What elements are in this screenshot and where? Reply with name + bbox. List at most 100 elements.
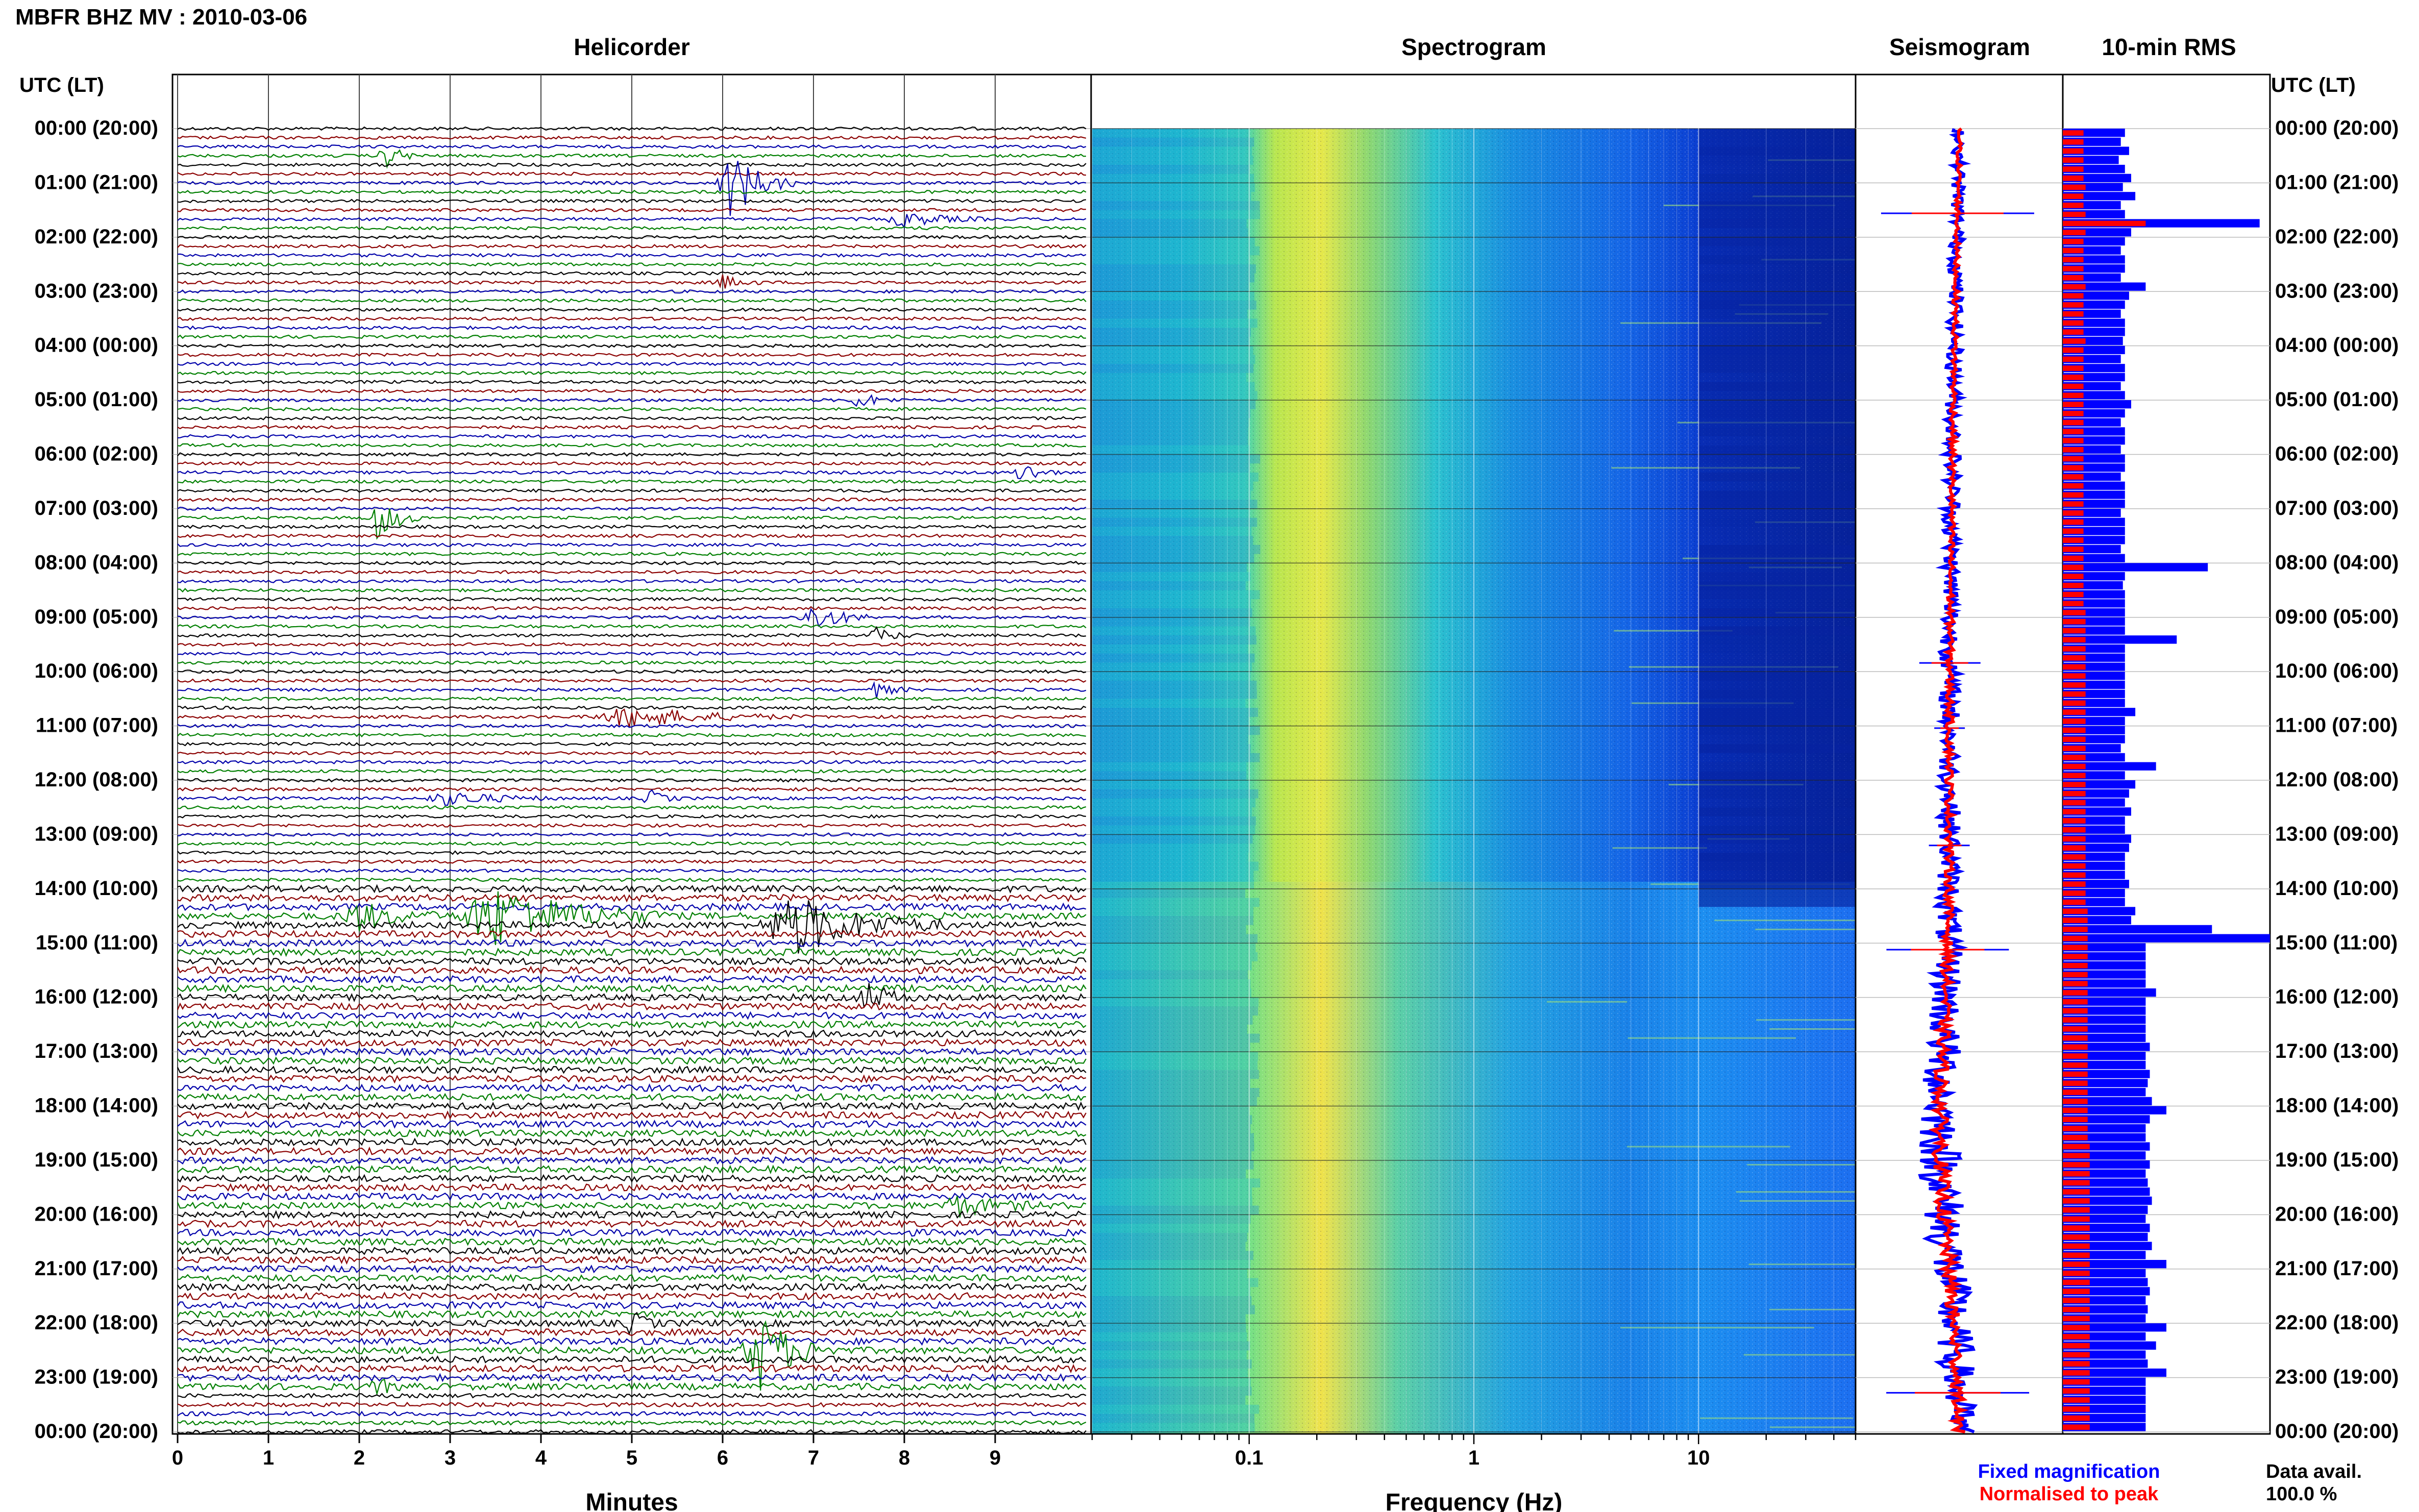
helicorder-trace: [177, 199, 1087, 204]
spectrogram-streak: [1769, 1308, 1917, 1310]
rms-normalised-bar: [2063, 329, 2084, 335]
spectrogram-row: [1092, 1106, 1250, 1116]
rms-normalised-bar: [2063, 474, 2084, 480]
spectrogram-row: [1092, 481, 1253, 491]
spectrogram-row: [1092, 1305, 1255, 1315]
rms-normalised-bar: [2063, 438, 2084, 443]
spectrogram-highfreq: [1698, 880, 1856, 889]
helicorder-trace: [177, 751, 1087, 756]
spectrogram-row: [1092, 1115, 1252, 1124]
helicorder-trace: [177, 1265, 1087, 1274]
rms-normalised-bar: [2063, 782, 2086, 787]
rms-normalised-bar: [2063, 1144, 2090, 1150]
spectrogram-row: [1092, 137, 1254, 147]
helicorder-trace: [177, 681, 1087, 699]
spectrogram-highfreq: [1698, 237, 1856, 246]
spectrogram-highfreq: [1698, 345, 1856, 355]
rms-normalised-bar: [2063, 528, 2084, 534]
rms-normalised-bar: [2063, 618, 2086, 625]
rms-normalised-bar: [2063, 375, 2084, 380]
rms-normalised-bar: [2063, 790, 2086, 797]
helicorder-trace: [177, 1083, 1087, 1093]
rms-normalised-bar: [2063, 1424, 2090, 1430]
spectrogram-row: [1092, 355, 1255, 364]
time-label-right: 05:00 (01:00): [2275, 388, 2399, 411]
rms-normalised-bar: [2063, 962, 2088, 969]
minute-tick-label: 0: [172, 1447, 183, 1469]
time-label-right: 02:00 (22:00): [2275, 226, 2399, 248]
rms-normalised-bar: [2063, 1252, 2090, 1258]
spectrogram-row: [1092, 1251, 1253, 1260]
helicorder-trace: [177, 508, 1087, 540]
time-label-right: 23:00 (19:00): [2275, 1366, 2399, 1389]
spectrogram-row: [1092, 228, 1248, 237]
rms-normalised-bar: [2063, 302, 2084, 308]
spectrogram-highfreq: [1698, 463, 1856, 473]
spectrogram-row: [1092, 1404, 1260, 1414]
spectrogram-highfreq: [1698, 871, 1856, 880]
spectrogram-row: [1092, 825, 1255, 835]
spectrogram-highfreq: [1698, 816, 1856, 826]
spectrogram-highfreq: [1698, 662, 1856, 672]
minute-tick-label: 2: [354, 1447, 365, 1469]
spectrogram-row: [1092, 1232, 1247, 1242]
spectrogram-row: [1092, 1224, 1249, 1233]
spectrogram-highfreq: [1698, 898, 1856, 907]
spectrogram-row: [1092, 400, 1256, 409]
helicorder-trace: [177, 891, 1087, 945]
rms-normalised-bar: [2063, 881, 2086, 887]
spectrogram-row: [1092, 1214, 1251, 1224]
time-label-left: 13:00 (09:00): [35, 823, 158, 845]
helicorder-trace: [177, 929, 1087, 939]
rms-normalised-bar: [2063, 601, 2084, 607]
minute-tick-label: 6: [717, 1447, 728, 1469]
rms-normalised-bar: [2063, 1207, 2090, 1213]
helicorder-trace: [177, 1309, 1087, 1319]
helicorder-trace: [177, 1273, 1087, 1283]
helicorder-trace: [177, 307, 1087, 312]
spectrogram-row: [1092, 318, 1257, 328]
rms-normalised-bar: [2063, 945, 2088, 951]
spectrogram-row: [1092, 979, 1251, 988]
helicorder-title: Helicorder: [574, 34, 690, 60]
helicorder-trace: [177, 732, 1087, 737]
helicorder-trace: [177, 884, 1087, 894]
spectrogram-row: [1092, 816, 1256, 826]
helicorder-trace: [177, 1101, 1087, 1111]
rms-normalised-bar: [2063, 981, 2088, 987]
helicorder-trace: [177, 597, 1087, 602]
spectrogram-highfreq: [1698, 228, 1856, 237]
spectrogram-highfreq: [1698, 517, 1856, 527]
time-label-left: 14:00 (10:00): [35, 877, 158, 900]
spectrogram-row: [1092, 210, 1261, 219]
spectrogram-streak: [1747, 1164, 1942, 1166]
spectrogram-highfreq: [1698, 382, 1856, 391]
rms-normalised-bar: [2063, 1017, 2088, 1023]
rms-normalised-bar: [2063, 1062, 2088, 1068]
spectrogram-highfreq: [1698, 336, 1856, 346]
spectrogram-row: [1092, 572, 1251, 581]
rms-normalised-bar: [2063, 1243, 2090, 1249]
spectrogram-row: [1092, 544, 1261, 554]
rms-normalised-bar: [2063, 926, 2088, 932]
spectrogram-highfreq: [1698, 536, 1856, 545]
minute-tick-label: 8: [899, 1447, 910, 1469]
spectrogram-row: [1092, 164, 1250, 174]
spectrogram-highfreq: [1698, 762, 1856, 772]
helicorder-trace: [177, 1011, 1087, 1020]
time-label-right: 21:00 (17:00): [2275, 1257, 2399, 1280]
helicorder-trace: [177, 226, 1087, 231]
spectrogram-row: [1092, 952, 1258, 961]
helicorder-trace: [177, 1092, 1087, 1102]
spectrogram-row: [1092, 844, 1250, 853]
spectrogram-row: [1092, 581, 1246, 590]
helicorder-trace: [177, 1354, 1087, 1364]
spectrogram-row: [1092, 1314, 1246, 1324]
spectrogram-row: [1092, 1205, 1259, 1215]
helicorder-trace: [177, 1110, 1087, 1120]
time-label-left: 23:00 (19:00): [35, 1366, 158, 1389]
rms-normalised-bar: [2063, 220, 2146, 227]
spectrogram-highfreq: [1698, 427, 1856, 437]
rms-normalised-bar: [2063, 972, 2088, 978]
